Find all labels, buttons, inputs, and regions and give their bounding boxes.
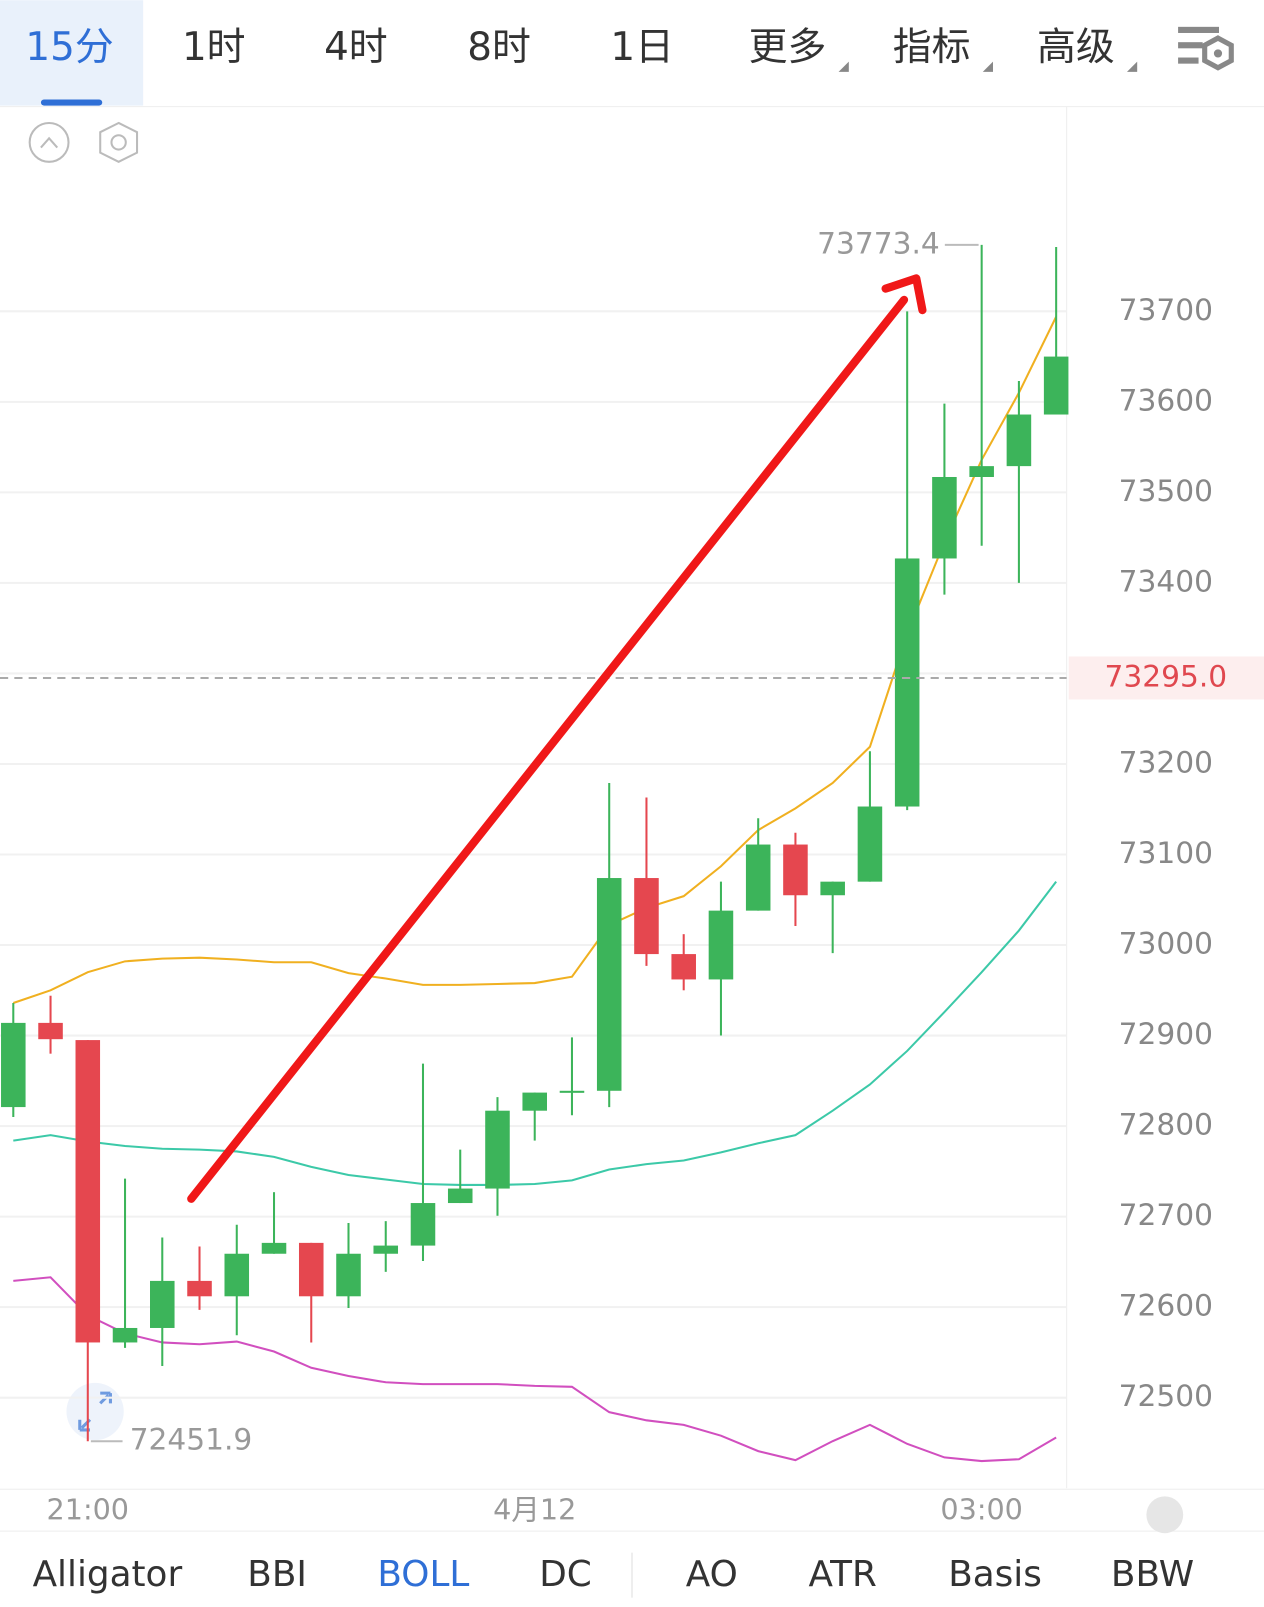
candle-body [485, 1110, 510, 1189]
candle-body [783, 844, 808, 896]
indicator-tab[interactable]: BBW [1111, 1554, 1194, 1595]
tab[interactable]: 1时 [182, 25, 246, 70]
tab[interactable]: 4时 [324, 25, 388, 70]
candle-body [150, 1280, 175, 1328]
scroll-button[interactable] [1146, 1496, 1184, 1534]
x-tick-label: 21:00 [47, 1493, 130, 1527]
candle-body [447, 1188, 473, 1204]
candle-body [1043, 356, 1069, 415]
candle-body [522, 1092, 547, 1111]
candle-body [373, 1245, 399, 1254]
candle-body [298, 1242, 324, 1297]
candle-body [932, 476, 957, 559]
max-label: 73773.4 [817, 225, 940, 260]
band-line [13, 881, 1057, 1186]
candle-body [894, 558, 920, 807]
tab[interactable]: 8时 [467, 25, 531, 70]
candle-body [336, 1253, 361, 1297]
candle-body [671, 954, 696, 980]
y-tick-label: 72700 [1119, 1197, 1213, 1232]
y-tick-label: 73200 [1119, 744, 1213, 779]
x-tick-label: 03:00 [940, 1493, 1023, 1527]
min-label: 72451.9 [130, 1422, 253, 1457]
y-tick-label: 72600 [1119, 1288, 1213, 1323]
candle-body [224, 1253, 250, 1297]
y-tick-label: 73700 [1119, 292, 1213, 327]
candle-body [708, 910, 734, 980]
tab[interactable]: 高级 [1037, 25, 1115, 70]
indicator-tab[interactable]: Basis [948, 1554, 1042, 1595]
candle-body [261, 1242, 287, 1254]
y-tick-label: 72500 [1119, 1378, 1213, 1413]
candle-body [745, 844, 771, 911]
candle-body [1, 1022, 26, 1108]
settings-icon[interactable] [1178, 26, 1234, 71]
candle-body [634, 878, 659, 955]
indicator-tab[interactable]: AO [686, 1554, 738, 1595]
indicator-tab[interactable]: BOLL [377, 1554, 469, 1595]
tab[interactable]: 15分 [25, 25, 113, 70]
y-tick-label: 73100 [1119, 835, 1213, 870]
last-price-label: 73295.0 [1105, 658, 1228, 693]
candle-body [1006, 414, 1032, 467]
candle-body [75, 1040, 101, 1343]
y-tick-label: 73600 [1119, 382, 1213, 417]
band-line [12, 316, 1058, 1004]
indicator-tab[interactable]: Alligator [33, 1554, 183, 1595]
tab[interactable]: 指标 [893, 25, 971, 70]
indicator-tab[interactable]: BBI [247, 1554, 307, 1595]
candle-body [969, 466, 994, 477]
candle-body [112, 1327, 138, 1343]
active-tab-bg [0, 0, 144, 106]
candle-body [187, 1280, 212, 1297]
y-tick-label: 73000 [1119, 926, 1213, 961]
candle-body [410, 1203, 436, 1246]
collapse-icon[interactable] [28, 121, 70, 163]
candle-body [820, 881, 845, 896]
last-price-box [1068, 656, 1264, 700]
hex-icon[interactable] [99, 121, 139, 163]
active-tab-underline [40, 99, 103, 106]
x-tick-label: 4月12 [493, 1493, 576, 1527]
tab[interactable]: 更多 [749, 25, 827, 70]
y-tick-label: 73400 [1119, 563, 1213, 598]
indicator-tab[interactable]: ATR [808, 1554, 876, 1595]
candle-body [559, 1090, 585, 1093]
y-tick-label: 72900 [1119, 1016, 1213, 1051]
candle-body [596, 878, 622, 1091]
y-tick-label: 73500 [1119, 473, 1213, 508]
indicator-tab[interactable]: DC [539, 1554, 592, 1595]
candle-body [857, 806, 883, 882]
band-line [13, 1276, 1057, 1463]
y-tick-label: 72800 [1119, 1107, 1213, 1142]
trend-arrow [187, 274, 927, 1203]
candle-body [38, 1022, 63, 1040]
tab[interactable]: 1日 [610, 25, 674, 70]
expand-button[interactable] [66, 1382, 124, 1441]
